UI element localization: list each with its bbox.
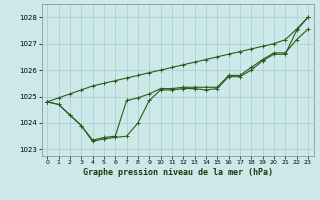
X-axis label: Graphe pression niveau de la mer (hPa): Graphe pression niveau de la mer (hPa) xyxy=(83,168,273,177)
